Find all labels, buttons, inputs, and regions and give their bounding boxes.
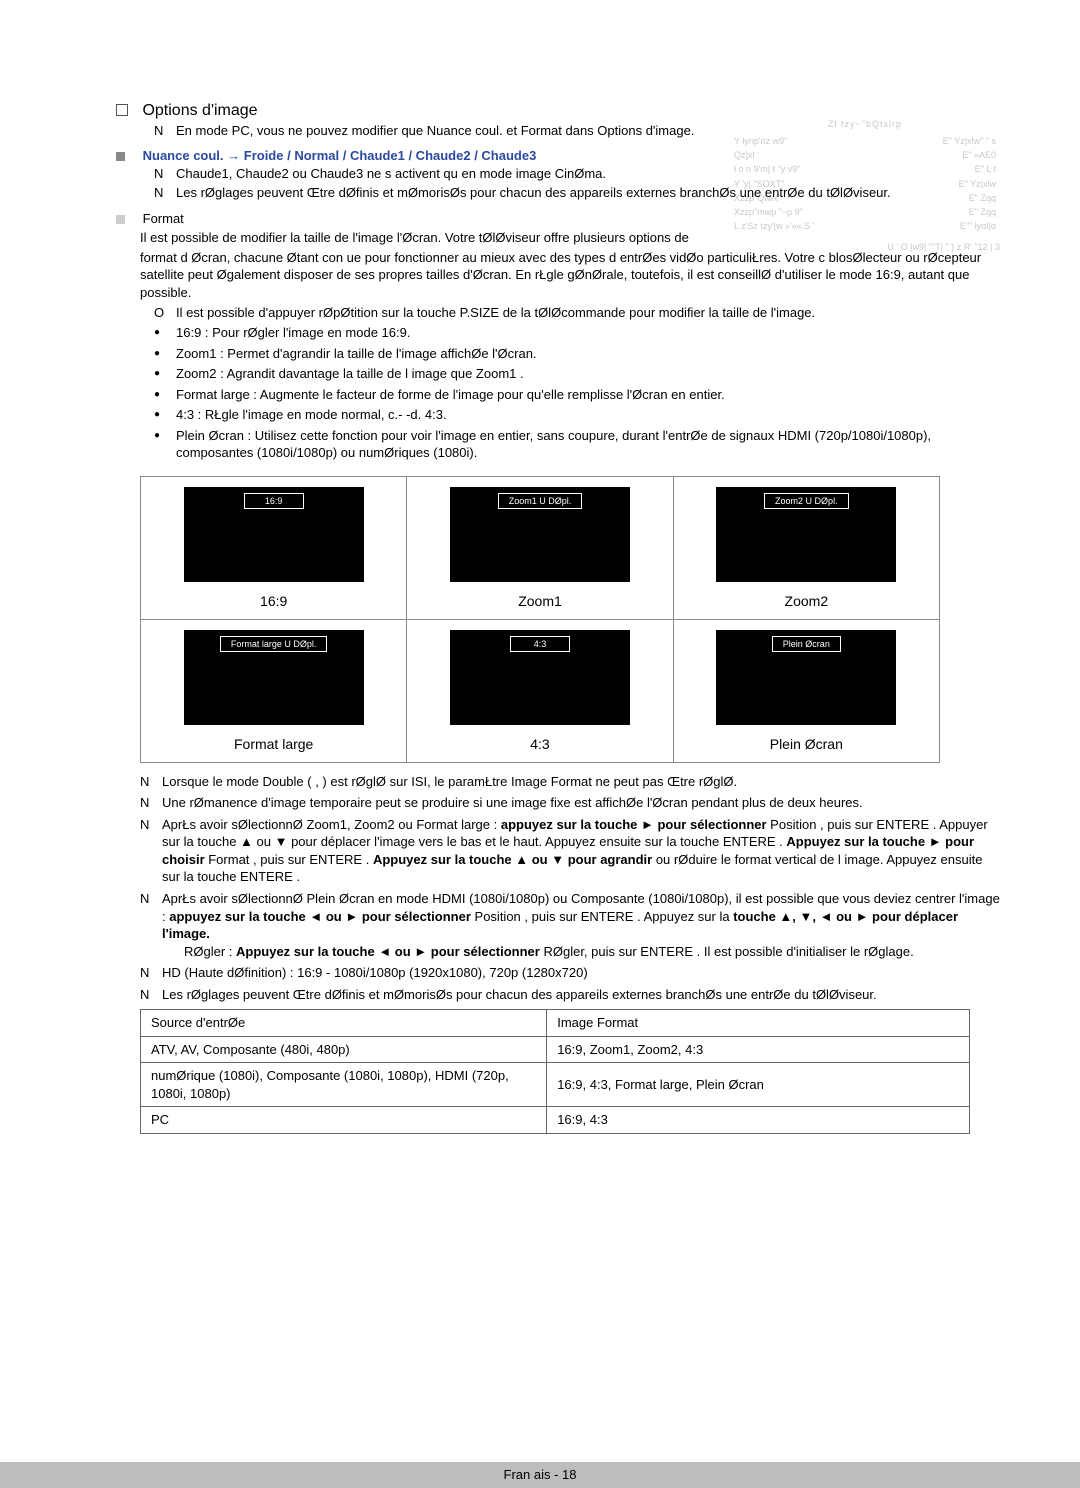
- nuance-note-1: Chaude1, Chaude2 ou Chaude3 ne s activen…: [154, 165, 1000, 183]
- square-bullet-icon: [116, 152, 125, 161]
- aspect-ratio-grid: 16:916:9Zoom1 U DØpl.Zoom1Zoom2 U DØpl.Z…: [140, 476, 940, 763]
- options-title-text: Options d'image: [142, 102, 257, 119]
- aspect-preview: 4:3: [450, 630, 630, 725]
- aspect-label: 4:3: [415, 735, 664, 754]
- table-cell: PC: [141, 1107, 547, 1134]
- aspect-badge: Zoom2 U DØpl.: [764, 493, 849, 509]
- format-para-2: format d Øcran, chacune Øtant con ue pou…: [140, 249, 1000, 302]
- aspect-badge: Plein Øcran: [772, 636, 841, 652]
- note-fullscreen-position: AprŁs avoir sØlectionnØ Plein Øcran en m…: [140, 890, 1000, 960]
- osd-row: L z'Sz tzy'|w »'»«.S 'E"" łyαl|α: [730, 219, 1000, 233]
- format-notes: Lorsque le mode Double ( , ) est rØglØ s…: [140, 773, 1000, 1004]
- aspect-badge: 16:9: [244, 493, 304, 509]
- table-cell: numØrique (1080i), Composante (1080i, 10…: [141, 1063, 547, 1107]
- aspect-label: Format large: [149, 735, 398, 754]
- source-format-table: Source d'entrØe Image Format ATV, AV, Co…: [140, 1009, 970, 1134]
- osd-footer: U ' O |w9| ""T| " } z R' "12 | 3: [730, 241, 1000, 253]
- note-image-retention: Une rØmanence d'image temporaire peut se…: [140, 794, 1000, 812]
- aspect-badge: Zoom1 U DØpl.: [498, 493, 583, 509]
- aspect-cell: Zoom2 U DØpl. Zoom2: [673, 477, 939, 619]
- nuance-heading-text: Nuance coul. → Froide / Normal / Chaude1…: [143, 148, 537, 163]
- format-bullet-5: 4:3 : RŁgle l'image en mode normal, c.- …: [154, 406, 1000, 424]
- format-heading-text: Format: [143, 211, 184, 226]
- format-bullet-2: Zoom1 : Permet d'agrandir la taille de l…: [154, 345, 1000, 363]
- page-footer: Fran ais - 18: [0, 1462, 1080, 1488]
- aspect-preview: Zoom1 U DØpl.: [450, 487, 630, 582]
- table-cell: ATV, AV, Composante (480i, 480p): [141, 1036, 547, 1063]
- aspect-badge: Format large U DØpl.: [220, 636, 328, 652]
- aspect-cell: Plein Øcran Plein Øcran: [673, 619, 939, 762]
- osd-row: Qz]xl 'E" »AE0: [730, 148, 1000, 162]
- aspect-preview: Plein Øcran: [716, 630, 896, 725]
- table-header-source: Source d'entrØe: [141, 1010, 547, 1037]
- note-pc-mode: En mode PC, vous ne pouvez modifier que …: [154, 122, 1000, 140]
- note-saved-per-source: Les rØglages peuvent Œtre dØfinis et mØm…: [140, 986, 1000, 1004]
- osd-row: Xzzp"mwp "~p 9"E" Zqq: [730, 205, 1000, 219]
- note-zoom-position: AprŁs avoir sØlectionnØ Zoom1, Zoom2 ou …: [140, 816, 1000, 886]
- table-cell: 16:9, Zoom1, Zoom2, 4:3: [547, 1036, 970, 1063]
- format-bullet-3: Zoom2 : Agrandit davantage la taille de …: [154, 365, 1000, 383]
- table-cell: 16:9, 4:3: [547, 1107, 970, 1134]
- table-cell: 16:9, 4:3, Format large, Plein Øcran: [547, 1063, 970, 1107]
- format-o-item: Il est possible d'appuyer rØpØtition sur…: [154, 304, 1000, 322]
- format-bullet-1: 16:9 : Pour rØgler l'image en mode 16:9.: [154, 324, 1000, 342]
- aspect-label: 16:9: [149, 592, 398, 611]
- format-bullet-4: Format large : Augmente le facteur de fo…: [154, 386, 1000, 404]
- aspect-preview: Zoom2 U DØpl.: [716, 487, 896, 582]
- format-bullet-6: Plein Øcran : Utilisez cette fonction po…: [154, 427, 1000, 462]
- aspect-cell: 4:3 4:3: [406, 619, 672, 762]
- aspect-preview: 16:9: [184, 487, 364, 582]
- aspect-badge: 4:3: [510, 636, 570, 652]
- nuance-note-2: Les rØglages peuvent Œtre dØfinis et mØm…: [154, 184, 1000, 202]
- aspect-cell: 16:9 16:9: [141, 477, 406, 619]
- aspect-label: Zoom2: [682, 592, 931, 611]
- aspect-cell: Format large U DØpl. Format large: [141, 619, 406, 762]
- checkbox-icon: [116, 104, 128, 116]
- manual-page: Zł tzy~"bQtxlrp Y łynp'nz w9"E" Yz|xlw" …: [0, 0, 1080, 1488]
- table-header-format: Image Format: [547, 1010, 970, 1037]
- aspect-label: Plein Øcran: [682, 735, 931, 754]
- note-reset: RØgler : Appuyez sur la touche ◄ ou ► po…: [184, 943, 1000, 961]
- note-hd: HD (Haute dØfinition) : 16:9 - 1080i/108…: [140, 964, 1000, 982]
- aspect-label: Zoom1: [415, 592, 664, 611]
- square-bullet-icon: [116, 215, 125, 224]
- aspect-preview: Format large U DØpl.: [184, 630, 364, 725]
- aspect-cell: Zoom1 U DØpl. Zoom1: [406, 477, 672, 619]
- note-double-mode: Lorsque le mode Double ( , ) est rØglØ s…: [140, 773, 1000, 791]
